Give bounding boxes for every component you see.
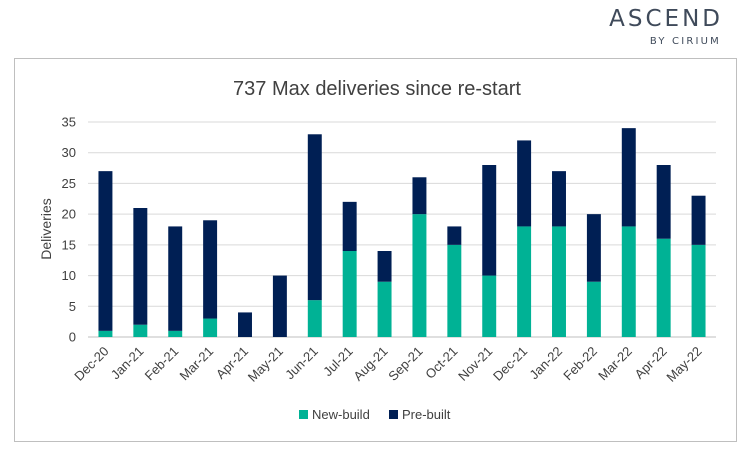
bar-new-build-may-22: [691, 244, 706, 337]
bar-pre-built-jan-21: [133, 208, 148, 325]
gridlines: [88, 121, 716, 338]
x-tick-label: Sep-21: [385, 344, 425, 384]
x-tick-label: Feb-21: [142, 344, 182, 384]
legend-label: Pre-built: [402, 407, 451, 422]
bar-pre-built-aug-21: [377, 251, 392, 282]
y-tick-label: 15: [62, 237, 76, 252]
legend-swatch: [389, 410, 398, 419]
x-tick-label: May-21: [245, 344, 286, 385]
bar-pre-built-feb-22: [586, 214, 601, 282]
bar-pre-built-jun-21: [307, 134, 322, 301]
bar-new-build-oct-21: [447, 244, 462, 337]
y-tick-label: 0: [69, 330, 76, 345]
bar-new-build-aug-21: [377, 281, 392, 337]
bar-new-build-mar-22: [621, 226, 636, 337]
bar-pre-built-feb-21: [168, 226, 183, 331]
bars: [98, 128, 706, 337]
bar-pre-built-may-22: [691, 195, 706, 245]
y-tick-label: 25: [62, 176, 76, 191]
x-tick-label: Jun-21: [282, 344, 321, 383]
bar-pre-built-sep-21: [412, 177, 427, 215]
y-tick-label: 5: [69, 299, 76, 314]
bar-pre-built-dec-21: [517, 140, 532, 227]
bar-new-build-jan-22: [552, 226, 566, 337]
brand-header: ASCEND BY CIRIUM: [0, 0, 745, 58]
bar-pre-built-jul-21: [342, 201, 357, 251]
bar-new-build-jun-21: [307, 300, 322, 337]
bar-new-build-feb-21: [168, 330, 183, 337]
chart-title: 737 Max deliveries since re-start: [233, 78, 521, 100]
bar-new-build-sep-21: [412, 214, 427, 337]
bar-pre-built-mar-21: [203, 220, 218, 319]
bar-pre-built-nov-21: [482, 165, 497, 276]
brand-logo: ASCEND: [609, 6, 723, 32]
x-tick-label: Jan-22: [526, 344, 565, 383]
x-tick-label: Aug-21: [350, 344, 390, 384]
bar-new-build-jan-21: [133, 324, 148, 337]
x-tick-label: Jan-21: [108, 344, 147, 383]
bar-pre-built-may-21: [272, 275, 287, 337]
bar-new-build-mar-21: [203, 318, 218, 337]
y-tick-label: 10: [62, 268, 76, 283]
bar-new-build-feb-22: [586, 281, 601, 337]
bar-pre-built-oct-21: [447, 226, 462, 245]
bar-new-build-dec-21: [517, 226, 532, 337]
y-tick-label: 35: [62, 115, 76, 130]
y-tick-label: 20: [62, 207, 76, 222]
bar-pre-built-apr-22: [656, 165, 671, 239]
x-tick-label: Nov-21: [455, 344, 495, 384]
bar-pre-built-dec-20: [98, 171, 113, 331]
legend-swatch: [299, 410, 308, 419]
y-axis-title: Deliveries: [38, 198, 54, 259]
bar-new-build-nov-21: [482, 275, 497, 337]
brand-logo-subtitle: BY CIRIUM: [649, 36, 721, 47]
y-tick-label: 30: [62, 145, 76, 160]
bar-pre-built-mar-22: [621, 128, 636, 227]
x-tick-label: Dec-20: [71, 344, 111, 384]
x-tick-label: May-22: [663, 344, 704, 385]
x-axis-ticks: Dec-20Jan-21Feb-21Mar-21Apr-21May-21Jun-…: [71, 344, 704, 385]
x-tick-label: Mar-22: [595, 344, 635, 384]
bar-new-build-jul-21: [342, 251, 357, 337]
legend-label: New-build: [312, 407, 370, 422]
x-tick-label: Mar-21: [177, 344, 217, 384]
x-tick-label: Feb-22: [560, 344, 600, 384]
bar-pre-built-jan-22: [552, 171, 566, 227]
legend: New-build Pre-built: [299, 407, 451, 422]
x-tick-label: Dec-21: [490, 344, 530, 384]
bar-new-build-apr-22: [656, 238, 671, 337]
bar-pre-built-apr-21: [238, 312, 252, 337]
bar-new-build-dec-20: [98, 330, 113, 337]
y-axis-ticks: 0 5 10 15 20 25 30 35: [62, 115, 76, 345]
x-tick-label: Oct-21: [422, 344, 460, 382]
